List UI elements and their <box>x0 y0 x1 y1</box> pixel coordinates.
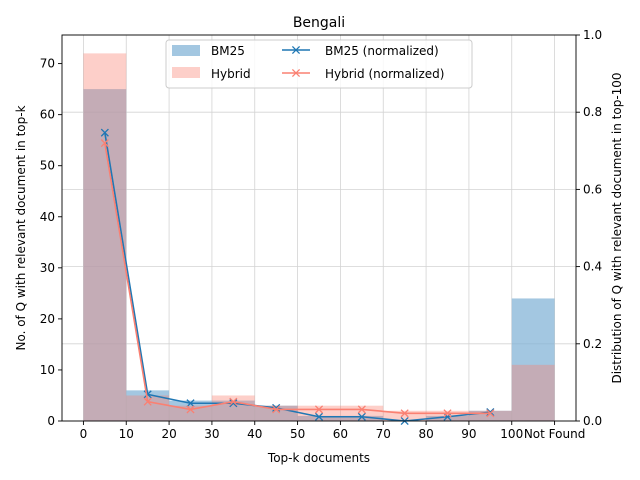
y-tick-label-3: 30 <box>40 261 55 275</box>
y-axis-title: No. of Q with relevant document in top-k <box>14 105 28 350</box>
point-bm25-normalized--9 <box>486 408 495 417</box>
legend-box <box>165 39 473 89</box>
legend-label-hybrid-normalized: Hybrid (normalized) <box>325 67 444 81</box>
legend-swatch-bm25 <box>172 45 200 56</box>
bar-hybrid-3 <box>211 395 255 421</box>
x-tick-label-11: Not Found <box>524 427 585 441</box>
y-tick-label-6: 60 <box>40 108 55 122</box>
line-hybrid-normalized- <box>104 142 491 415</box>
y2-tick-label-3: 0.6 <box>583 182 602 196</box>
legend-label-hybrid: Hybrid <box>211 67 251 81</box>
point-hybrid-normalized--1 <box>143 397 152 406</box>
y-tick-label-0: 0 <box>47 414 55 428</box>
point-hybrid-normalized--7 <box>400 409 409 418</box>
bar-bm25-2 <box>169 400 212 421</box>
y2-axis-title: Distribution of Q with relevant document… <box>610 72 624 383</box>
bar-bm25-5 <box>297 415 341 421</box>
x-tick-label-6: 60 <box>333 427 348 441</box>
y-axis-right: 0.0 0.2 0.4 0.6 0.8 1.0 <box>576 28 602 428</box>
y-tick-label-5: 50 <box>40 159 55 173</box>
legend: BM25 Hybrid BM25 (normalized) Hybrid (no… <box>165 39 473 89</box>
y-tick-label-2: 20 <box>40 312 55 326</box>
point-bm25-normalized--2 <box>186 399 195 408</box>
x-tick-label-8: 80 <box>418 427 433 441</box>
point-bm25-normalized--5 <box>314 412 324 421</box>
grid <box>62 34 576 422</box>
point-hybrid-normalized--2 <box>186 405 195 414</box>
point-hybrid-normalized--8 <box>443 409 452 418</box>
x-tick-label-4: 40 <box>247 427 262 441</box>
bar-hybrid-7 <box>383 410 427 421</box>
legend-swatch-hybrid <box>172 67 200 78</box>
point-bm25-normalized--0 <box>100 128 109 137</box>
bar-hybrid-0 <box>83 53 127 421</box>
x-tick-label-1: 10 <box>119 427 134 441</box>
lines <box>100 128 495 426</box>
y2-tick-label-4: 0.8 <box>583 105 602 119</box>
x-axis: 0 10 20 30 40 50 60 70 80 90 100 Not Found <box>80 421 585 441</box>
chart-title: Bengali <box>293 15 345 31</box>
legend-line-bm25-normalized <box>282 45 310 55</box>
legend-line-hybrid-normalized <box>282 68 310 78</box>
x-axis-title: Top-k documents <box>267 451 370 465</box>
y-tick-label-7: 70 <box>40 57 55 71</box>
x-tick-label-2: 20 <box>161 427 176 441</box>
bar-bm25-1 <box>126 390 170 421</box>
point-hybrid-normalized--6 <box>357 405 366 414</box>
plot-frame <box>61 34 577 422</box>
x-tick-label-10: 100 <box>500 427 523 441</box>
bar-bm25-6 <box>340 415 384 421</box>
point-bm25-normalized--3 <box>229 399 238 408</box>
legend-label-bm25-normalized: BM25 (normalized) <box>325 44 439 58</box>
legend-line-marker-1 <box>291 68 301 78</box>
x-tick-label-3: 30 <box>204 427 219 441</box>
legend-label-bm25: BM25 <box>211 44 245 58</box>
x-tick-label-5: 50 <box>290 427 305 441</box>
x-tick-label-0: 0 <box>80 427 88 441</box>
bar-bm25-9 <box>468 410 512 421</box>
y2-tick-label-5: 1.0 <box>583 28 602 42</box>
y2-tick-label-0: 0.0 <box>583 414 602 428</box>
point-hybrid-normalized--3 <box>229 397 238 406</box>
x-tick-label-7: 70 <box>376 427 391 441</box>
legend-line-marker-0 <box>291 45 301 55</box>
y2-tick-label-2: 0.4 <box>583 260 602 274</box>
x-tick-label-9: 90 <box>461 427 476 441</box>
point-hybrid-normalized--0 <box>100 139 109 148</box>
y-axis-left: 0 10 20 30 40 50 60 70 <box>40 57 62 428</box>
point-bm25-normalized--8 <box>443 412 452 421</box>
bar-hybrid-2 <box>169 405 212 421</box>
bar-bm25-3 <box>211 400 255 421</box>
point-hybrid-normalized--5 <box>314 405 324 414</box>
y-tick-label-1: 10 <box>40 363 55 377</box>
bars <box>83 53 555 421</box>
y-tick-label-4: 40 <box>40 210 55 224</box>
point-hybrid-normalized--9 <box>486 409 495 418</box>
bar-bm25-10 <box>511 298 555 421</box>
y2-tick-label-1: 0.2 <box>583 337 602 351</box>
bar-bm25-8 <box>426 415 469 421</box>
point-hybrid-normalized--4 <box>272 405 281 414</box>
point-bm25-normalized--4 <box>272 403 281 412</box>
line-bm25-normalized- <box>104 132 491 422</box>
bar-hybrid-10 <box>511 364 555 421</box>
point-bm25-normalized--6 <box>357 412 366 421</box>
bar-hybrid-9 <box>468 410 512 421</box>
